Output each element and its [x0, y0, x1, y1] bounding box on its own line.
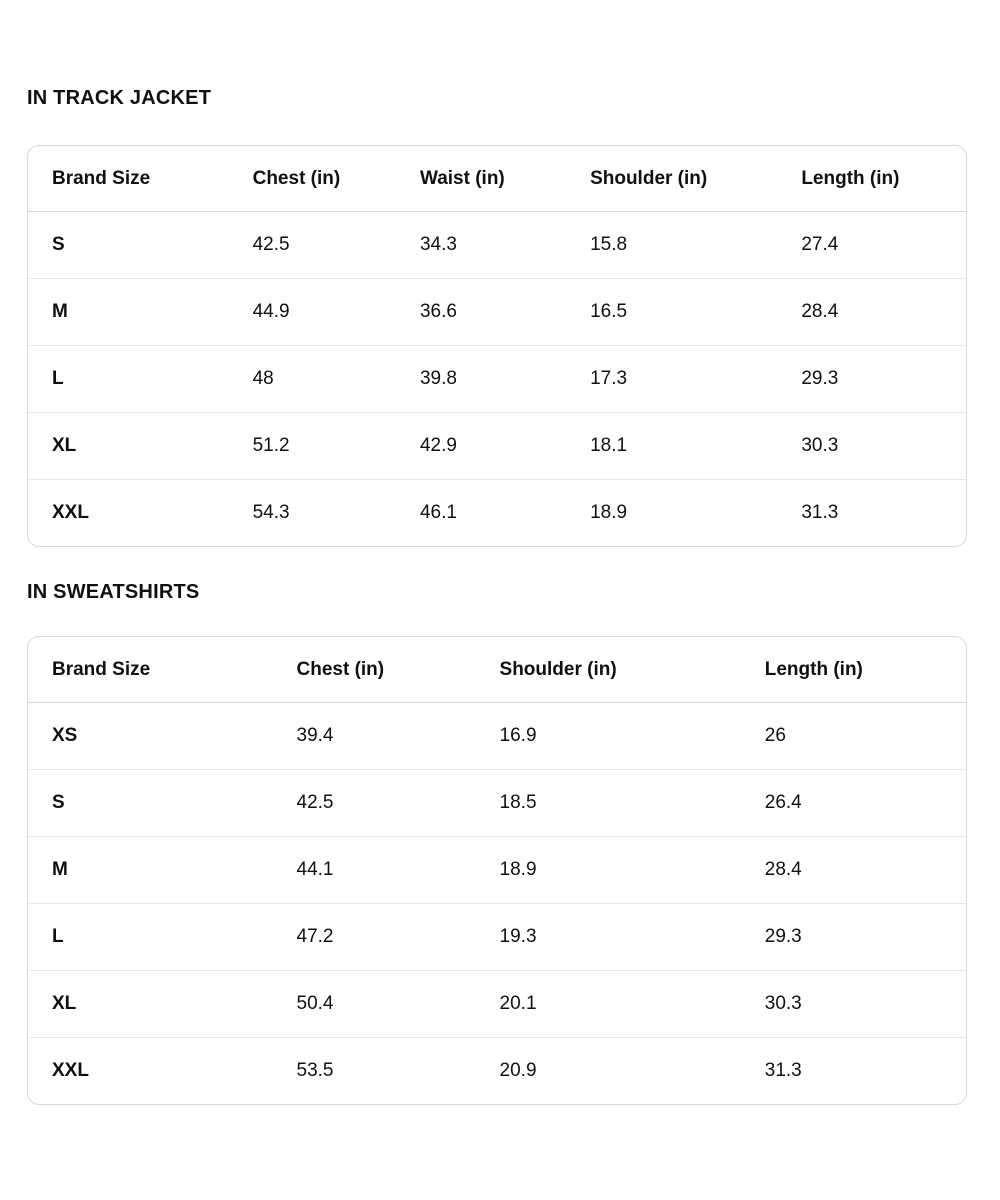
- measurement-cell: 18.9: [590, 479, 802, 546]
- measurement-cell: 39.8: [419, 345, 591, 412]
- table-row: XL 50.4 20.1 30.3: [28, 970, 966, 1037]
- measurement-cell: 53.5: [296, 1037, 500, 1104]
- table-body: XS 39.4 16.9 26 S 42.5 18.5 26.4 M 44.1 18.9 28.4 L 4…: [28, 703, 966, 1104]
- measurement-cell: 20.1: [499, 970, 765, 1037]
- measurement-cell: 15.8: [590, 234, 628, 255]
- measurement-cell: 28.4: [764, 836, 966, 903]
- table-row: M 44.1 18.9 28.4: [28, 836, 966, 903]
- measurement-cell: 47.2: [296, 903, 500, 970]
- section-title-sweatshirts: IN SWEATSHIRTS: [27, 581, 200, 603]
- table-row: S 42.5 34.3 15.8 27.4: [28, 212, 966, 278]
- table-body: S 42.5 34.3 15.8 27.4 M 44.9 36.6 16.5 28.4 L 48 39.…: [28, 212, 966, 546]
- measurement-cell: 20.9: [499, 1037, 765, 1104]
- measurement-cell: 30.3: [801, 412, 966, 479]
- measurement-cell: 16.5: [590, 278, 802, 345]
- brand-size-cell: XS: [52, 725, 78, 746]
- brand-size-cell: XXL: [28, 479, 253, 546]
- measurement-cell: 42.5: [252, 234, 290, 255]
- section-title-track-jacket: IN TRACK JACKET: [27, 87, 212, 109]
- column-header: Brand Size: [28, 637, 297, 703]
- measurement-cell: 50.4: [296, 970, 500, 1037]
- table-row: M 44.9 36.6 16.5 28.4: [28, 278, 966, 345]
- measurement-cell: 18.1: [590, 412, 802, 479]
- column-header: Shoulder (in): [499, 637, 765, 703]
- measurement-cell: 44.9: [252, 278, 420, 345]
- column-header: Chest (in): [296, 637, 500, 703]
- column-header: Length (in): [801, 146, 966, 212]
- measurement-cell: 39.4: [296, 725, 334, 746]
- measurement-cell: 42.9: [419, 412, 591, 479]
- brand-size-cell: S: [52, 234, 65, 255]
- column-header: Waist (in): [419, 146, 591, 212]
- table-row: XL 51.2 42.9 18.1 30.3: [28, 412, 966, 479]
- measurement-cell: 26.4: [764, 769, 966, 836]
- measurement-cell: 31.3: [801, 479, 966, 546]
- measurement-cell: 34.3: [419, 234, 457, 255]
- brand-size-cell: XXL: [28, 1037, 297, 1104]
- table-row: XXL 53.5 20.9 31.3: [28, 1037, 966, 1104]
- table-row: L 47.2 19.3 29.3: [28, 903, 966, 970]
- measurement-cell: 48: [252, 345, 420, 412]
- column-header: Brand Size: [28, 146, 253, 212]
- column-header: Chest (in): [252, 146, 420, 212]
- brand-size-cell: XL: [28, 412, 253, 479]
- measurement-cell: 26: [764, 725, 786, 746]
- measurement-cell: 18.9: [499, 836, 765, 903]
- size-table-sweatshirts: Brand Size Chest (in) Shoulder (in) Length …: [27, 636, 967, 1105]
- measurement-cell: 30.3: [764, 970, 966, 1037]
- measurement-cell: 27.4: [801, 234, 839, 255]
- table-header: Brand Size Chest (in) Waist (in) Shoulder (…: [28, 146, 966, 212]
- brand-size-cell: L: [28, 345, 253, 412]
- table-row: XS 39.4 16.9 26: [28, 703, 966, 769]
- brand-size-cell: S: [28, 769, 297, 836]
- header-row: Brand Size Chest (in) Waist (in) Shoulder (…: [28, 146, 966, 212]
- size-table-track-jacket: Brand Size Chest (in) Waist (in) Shoulder (…: [27, 145, 967, 547]
- measurement-cell: 44.1: [296, 836, 500, 903]
- measurement-cell: 28.4: [801, 278, 966, 345]
- brand-size-cell: XL: [28, 970, 297, 1037]
- brand-size-cell: M: [28, 278, 253, 345]
- measurement-cell: 29.3: [764, 903, 966, 970]
- measurement-cell: 19.3: [499, 903, 765, 970]
- measurement-cell: 36.6: [419, 278, 591, 345]
- table-row: L 48 39.8 17.3 29.3: [28, 345, 966, 412]
- brand-size-cell: M: [28, 836, 297, 903]
- measurement-cell: 16.9: [499, 725, 537, 746]
- column-header: Shoulder (in): [590, 146, 802, 212]
- column-header: Length (in): [764, 637, 966, 703]
- table-row: S 42.5 18.5 26.4: [28, 769, 966, 836]
- measurement-cell: 31.3: [764, 1037, 966, 1104]
- measurement-cell: 42.5: [296, 769, 500, 836]
- measurement-cell: 46.1: [419, 479, 591, 546]
- measurement-cell: 18.5: [499, 769, 765, 836]
- brand-size-cell: L: [28, 903, 297, 970]
- measurement-cell: 54.3: [252, 479, 420, 546]
- measurement-cell: 51.2: [252, 412, 420, 479]
- table-row: XXL 54.3 46.1 18.9 31.3: [28, 479, 966, 546]
- measurement-cell: 17.3: [590, 345, 802, 412]
- table-header: Brand Size Chest (in) Shoulder (in) Length …: [28, 637, 966, 703]
- size-chart-panel: IN TRACK JACKET Brand Size Chest (in) Wais…: [0, 86, 1000, 1105]
- header-row: Brand Size Chest (in) Shoulder (in) Length …: [28, 637, 966, 703]
- measurement-cell: 29.3: [801, 345, 966, 412]
